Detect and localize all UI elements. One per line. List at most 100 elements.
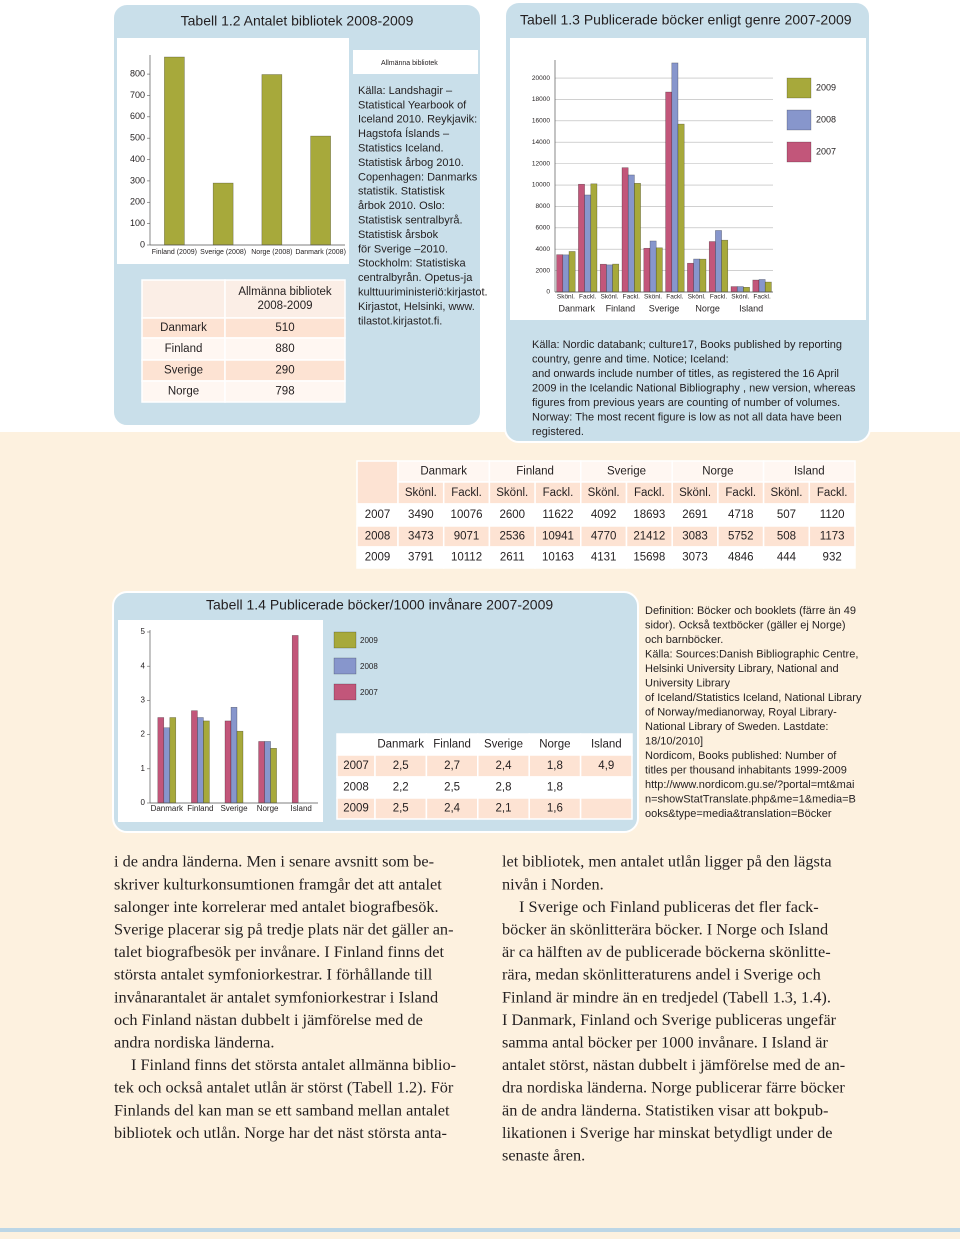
source-text: http://www.nordicom.gu.se/?portal=mt&mai <box>645 779 854 791</box>
body-text: böcker än skönlitterära böcker. I Norge … <box>502 920 828 939</box>
table-cell-text: 2,4 <box>496 760 513 772</box>
y-tick-label: 16000 <box>532 118 550 125</box>
bar <box>191 710 198 804</box>
legend-swatch <box>333 657 357 675</box>
source-text: Källa: Landshagir – <box>358 85 453 97</box>
y-tick-label: 800 <box>130 68 145 78</box>
source-text: Nordicom, Books published: Number of <box>645 750 837 762</box>
y-tick-label: 4 <box>141 661 146 670</box>
source-text: ooks&type=media&translation=Böcker <box>645 808 832 820</box>
source-text: centralbyrån. Opetus-ja <box>358 272 473 284</box>
table-cell <box>808 546 856 569</box>
bar <box>310 135 331 246</box>
table-cell-text: 2691 <box>682 509 708 521</box>
source-text: n=showStatTranslate.php&me=1&media=B <box>645 793 856 805</box>
table-cell-text: 3473 <box>408 531 434 543</box>
table-header: 2008-2009 <box>258 300 313 312</box>
body-text: andra nordiska länderna. <box>114 1033 274 1052</box>
bar <box>693 258 701 293</box>
bar <box>270 748 277 804</box>
body-text: än de andra länderna. Statistiken visar … <box>502 1100 828 1119</box>
bar <box>258 741 265 804</box>
y-tick-label: 2 <box>141 730 146 739</box>
body-text: tek och också antalet utlån är störst (T… <box>114 1078 454 1097</box>
table-cell-text: 880 <box>275 343 294 355</box>
bar <box>764 281 772 293</box>
y-tick-label: 12000 <box>532 160 550 167</box>
y-tick-label: 0 <box>546 289 550 296</box>
x-tick-label: Skönl. <box>600 294 618 301</box>
source-text: of Norway/medianorway, Royal Library- <box>645 706 837 718</box>
bar <box>169 717 177 804</box>
source-text: Statistical Yearbook of <box>358 99 467 111</box>
table-cell-text: 4092 <box>591 509 617 521</box>
source-text: 18/10/2010] <box>645 735 703 747</box>
table-cell-text: 4770 <box>591 531 617 543</box>
bar <box>627 174 635 293</box>
body-text: nivån i Norden. <box>502 874 604 893</box>
x-tick-label: Norge (2008) <box>251 249 292 256</box>
legend-label: 2007 <box>816 146 836 156</box>
table-subheader: Skönl. <box>496 487 528 499</box>
table-cell-text: 21412 <box>633 531 665 543</box>
bar <box>163 727 171 804</box>
legend-label: 2008 <box>360 662 378 671</box>
y-tick-label: 500 <box>130 133 145 143</box>
table-cell-text: 2,4 <box>444 803 461 815</box>
table-subheader: Fackl. <box>543 487 574 499</box>
bar <box>649 240 657 293</box>
table-header: Finland <box>433 739 471 751</box>
source-text: Statistisk årsbok <box>358 229 439 241</box>
x-tick-label: Fackl. <box>623 294 641 301</box>
x-tick-label: Skönl. <box>688 294 706 301</box>
body-text: I Sverige och Finland publiceras det fle… <box>519 897 819 916</box>
body-text: dra nordiska länderna. Norge publicerar … <box>502 1078 845 1097</box>
table-cell-text: 2007 <box>365 509 391 521</box>
table-cell-text: 2611 <box>500 552 525 564</box>
legend-swatch <box>786 109 812 131</box>
bar <box>743 287 750 293</box>
table-cell-text: 15698 <box>633 552 665 564</box>
table-cell-text: 10163 <box>542 552 574 564</box>
bar <box>715 230 722 293</box>
table-header: Finland <box>516 466 554 478</box>
x-tick-label: Finland (2009) <box>152 249 197 256</box>
y-tick-label: 3 <box>141 696 146 705</box>
source-text: and onwards include number of titles, as… <box>532 368 839 380</box>
bar <box>157 717 165 804</box>
table-header: Island <box>591 739 622 751</box>
table-header: Island <box>794 466 825 478</box>
source-text: registered. <box>532 426 584 438</box>
y-tick-label: 200 <box>130 197 145 207</box>
x-tick-label: Sverige (2008) <box>200 249 246 256</box>
table-cell <box>336 733 376 756</box>
table-subheader: Fackl. <box>817 487 848 499</box>
body-text: Sverige placerar sig på tredje plats när… <box>114 920 454 939</box>
table-subheader: Skönl. <box>679 487 711 499</box>
source-text: country, genre and time. Notice; Iceland… <box>532 353 729 365</box>
body-text: salonger inte korrelerar med antalet bio… <box>114 897 439 916</box>
body-text: samma antal böcker per 1000 invånare. I … <box>502 1033 829 1052</box>
legend-label: 2009 <box>360 636 378 645</box>
body-text: talet biografbesök per invånare. I Finla… <box>114 942 445 961</box>
table-cell-text: 9071 <box>454 531 480 543</box>
table-cell <box>356 460 399 505</box>
x-tick-label: Skönl. <box>557 294 575 301</box>
legend-swatch <box>333 631 357 649</box>
table-cell-text: Finland <box>165 343 203 355</box>
legend-swatch <box>333 683 357 701</box>
y-tick-label: 20000 <box>532 75 550 82</box>
y-tick-label: 4000 <box>536 246 551 253</box>
bar <box>568 251 576 293</box>
table-cell-text: 1,6 <box>547 803 563 815</box>
bar <box>230 706 238 804</box>
bar <box>562 254 570 293</box>
table-cell-text: 1120 <box>820 509 845 521</box>
table-cell-text: 1,8 <box>547 760 563 772</box>
table-cell-text: 10112 <box>451 552 482 564</box>
table-header: Danmark <box>377 739 424 751</box>
source-text: statistik. Statistisk <box>358 186 445 198</box>
table-cell-text: 290 <box>275 365 294 377</box>
table-cell-text: 2007 <box>343 760 369 772</box>
